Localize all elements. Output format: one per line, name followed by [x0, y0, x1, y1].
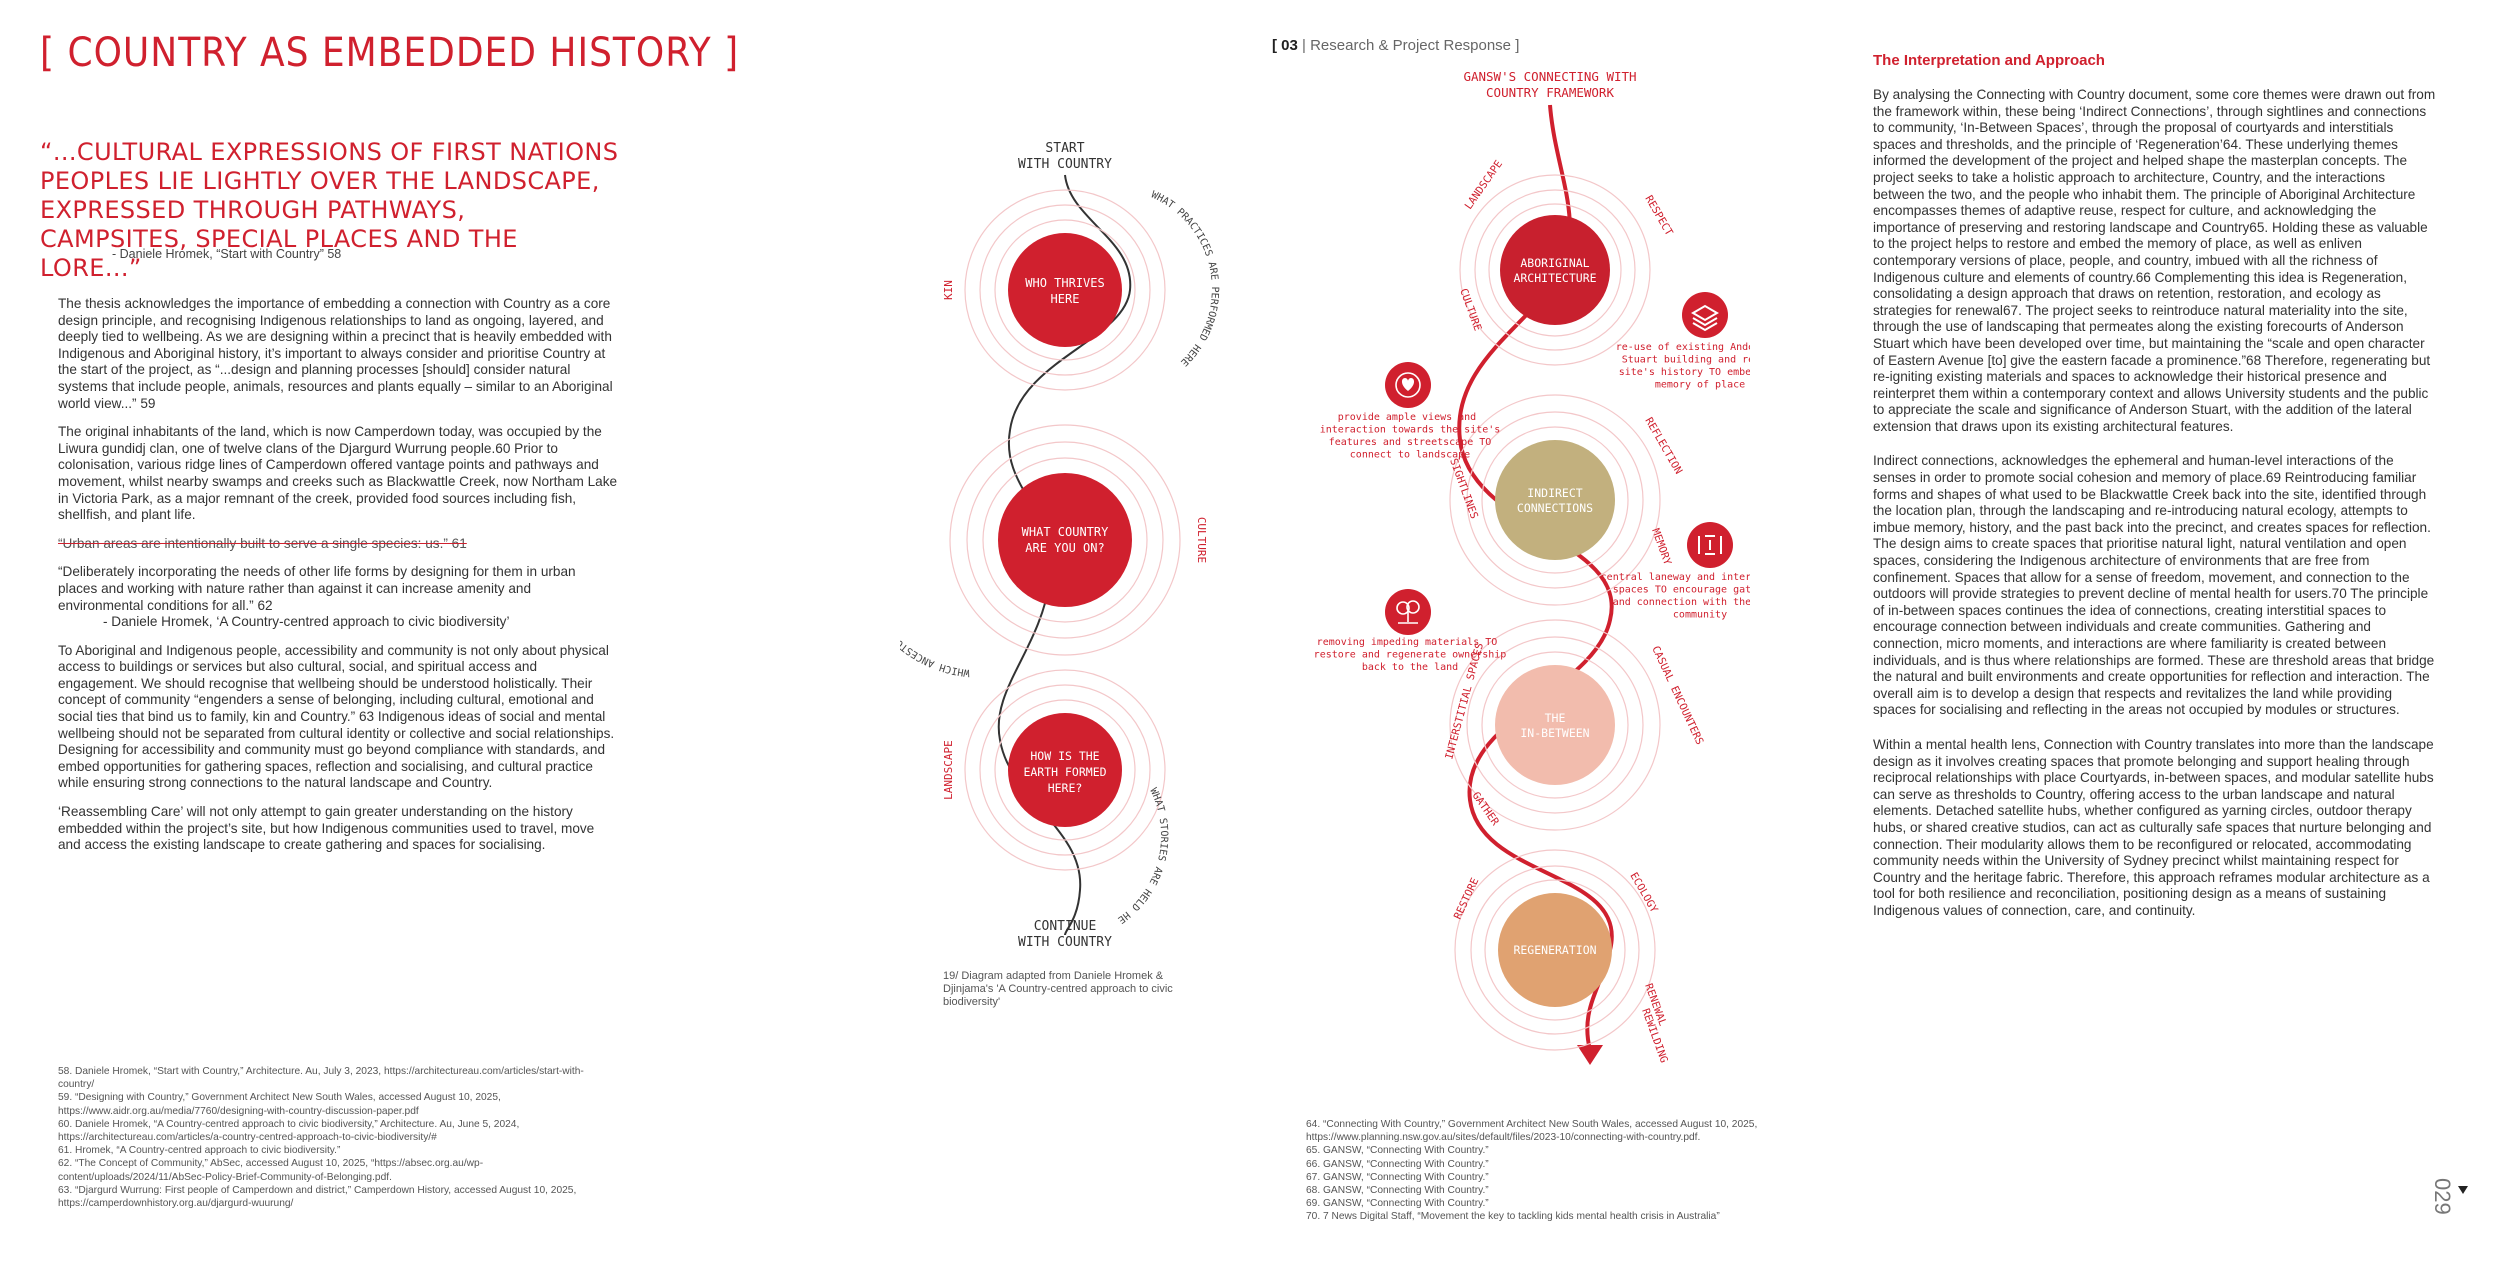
paragraph: The thesis acknowledges the importance o…: [58, 296, 613, 411]
footnote: 62. “The Concept of Community,” AbSec, a…: [58, 1158, 484, 1183]
footnotes-left: 58. Daniele Hromek, “Start with Country,…: [58, 1065, 613, 1210]
footnote: 67. GANSW, “Connecting With Country.”: [1306, 1171, 1489, 1183]
footnote: 66. GANSW, “Connecting With Country.”: [1306, 1158, 1489, 1170]
paragraph: To Aboriginal and Indigenous people, acc…: [58, 642, 615, 791]
circle-label: REGENERATION: [1513, 943, 1596, 957]
theme-label: CASUAL ENCOUNTERS: [1649, 644, 1705, 746]
circle-indirect-connections: INDIRECT CONNECTIONS: [1449, 394, 1661, 606]
circle-what-country: WHAT COUNTRY ARE YOU ON?: [949, 424, 1181, 656]
footnote: 64. “Connecting With Country,” Governmen…: [1306, 1119, 1758, 1144]
start-label: WITH COUNTRY: [1018, 157, 1112, 172]
circle-label: EARTH FORMED: [1023, 765, 1106, 779]
circle-in-between: THE IN-BETWEEN: [1449, 619, 1661, 831]
quote-attribution: - Daniele Hromek, “Start with Country” 5…: [112, 247, 342, 261]
footnote: 58. Daniele Hromek, “Start with Country,…: [58, 1066, 584, 1091]
footnote: 60. Daniele Hromek, “A Country-centred a…: [58, 1118, 520, 1144]
circle-label: WHO THRIVES: [1025, 276, 1104, 290]
layers-icon: [1682, 292, 1728, 338]
gansw-framework-diagram: GANSW'S CONNECTING WITH COUNTRY FRAMEWOR…: [1314, 69, 1750, 1065]
section-title: | Research & Project Response ]: [1302, 37, 1520, 54]
theme-label: REFLECTION: [1642, 416, 1684, 477]
kin-label: KIN: [942, 280, 955, 300]
page-title: [ COUNTRY AS EMBEDDED HISTORY ]: [40, 30, 740, 76]
feature-quote: “...CULTURAL EXPRESSIONS OF FIRST NATION…: [40, 138, 619, 282]
circle-aboriginal-architecture: ABORIGINAL ARCHITECTURE: [1459, 174, 1651, 366]
right-body: By analysing the Connecting with Country…: [1873, 87, 2438, 932]
footnote: 63. “Djargurd Wurrung: First people of C…: [58, 1184, 577, 1210]
paragraph: ‘Reassembling Care’ will not only attemp…: [58, 804, 595, 853]
circle-label: CONNECTIONS: [1517, 501, 1593, 515]
circle-label: THE: [1545, 711, 1566, 725]
theme-label: ECOLOGY: [1627, 871, 1660, 916]
theme-label: RESTORE: [1452, 876, 1482, 921]
circle-label: HERE: [1051, 292, 1080, 306]
footnote: 65. GANSW, “Connecting With Country.”: [1306, 1145, 1489, 1157]
theme-label: SIGHTLINES: [1447, 457, 1480, 521]
path-arrowhead: [1577, 1045, 1603, 1065]
circle-label: ARE YOU ON?: [1025, 541, 1104, 555]
circle-label: WHAT COUNTRY: [1022, 525, 1109, 539]
culture-label: CULTURE: [1195, 517, 1208, 563]
section-header: [ 03 | Research & Project Response ]: [1272, 37, 1519, 54]
heart-icon: [1385, 362, 1431, 408]
tree-icon: [1385, 589, 1431, 635]
laneway-icon: [1687, 522, 1733, 568]
theme-label: RESPECT: [1642, 194, 1675, 239]
footnote: 69. GANSW, “Connecting With Country.”: [1306, 1198, 1489, 1210]
circle-regeneration: REGENERATION: [1454, 849, 1656, 1051]
struck-quote: “Urban areas are intentionally built to …: [58, 535, 467, 551]
framework-title: GANSW'S CONNECTING WITH: [1463, 69, 1636, 84]
paragraph: The original inhabitants of the land, wh…: [58, 424, 618, 523]
diagram-caption: 19/ Diagram adapted from Daniele Hromek …: [943, 970, 1173, 1008]
footnote: 61. Hromek, “A Country-centred approach …: [58, 1145, 341, 1157]
ancestors-label: WHICH ANCESTORS WALK THROUGH HERE: [900, 529, 970, 678]
circle-who-thrives: WHO THRIVES HERE: [964, 189, 1166, 391]
footnote: 70. 7 News Digital Staff, “Movement the …: [1306, 1211, 1720, 1223]
note-text: central laneway and interstitial spaces …: [1601, 572, 1750, 621]
start-with-country-diagram: START WITH COUNTRY WHO THRIVES HERE KIN …: [900, 130, 1220, 950]
theme-label: GATHER: [1470, 790, 1502, 829]
circle-label: HOW IS THE: [1030, 749, 1099, 763]
circle-label: ARCHITECTURE: [1513, 271, 1596, 285]
section-number: 03: [1281, 37, 1298, 54]
circle-label: ABORIGINAL: [1520, 256, 1589, 270]
paragraph: By analysing the Connecting with Country…: [1873, 87, 2436, 434]
practices-label: WHAT PRACTICES ARE PERFORMED HERE: [1149, 189, 1220, 367]
theme-label: CULTURE: [1457, 287, 1483, 333]
landscape-label: LANDSCAPE: [942, 740, 955, 800]
circle-label: HERE?: [1048, 781, 1083, 795]
footnote: 59. “Designing with Country,” Government…: [58, 1092, 501, 1117]
section-heading: The Interpretation and Approach: [1873, 52, 2105, 69]
paragraph: Within a mental health lens, Connection …: [1873, 736, 2434, 918]
framework-title: COUNTRY FRAMEWORK: [1486, 85, 1614, 100]
note-text: provide ample views and interaction towa…: [1320, 412, 1501, 461]
quote-paragraph-attribution: - Daniele Hromek, ‘A Country-centred app…: [103, 614, 510, 630]
start-label: START: [1045, 141, 1084, 156]
theme-label: LANDSCAPE: [1463, 158, 1505, 211]
footnotes-middle: 64. “Connecting With Country,” Governmen…: [1306, 1118, 1806, 1224]
paragraph: Indirect connections, acknowledges the e…: [1873, 453, 2435, 718]
continue-label: WITH COUNTRY: [1018, 935, 1112, 950]
footnote: 68. GANSW, “Connecting With Country.”: [1306, 1185, 1489, 1197]
section-open: [: [1272, 37, 1277, 54]
note-text: re-use of existing Anderson Stuart build…: [1616, 342, 1750, 391]
left-body: The thesis acknowledges the importance o…: [58, 296, 618, 866]
note-text: removing impeding materials TO restore a…: [1314, 637, 1507, 673]
theme-label: MEMORY: [1649, 527, 1673, 567]
quote-paragraph: “Deliberately incorporating the needs of…: [58, 564, 576, 613]
continue-label: CONTINUE: [1034, 919, 1097, 934]
circle-label: INDIRECT: [1527, 486, 1582, 500]
circle-label: IN-BETWEEN: [1520, 726, 1589, 740]
page-marker-icon: [2458, 1186, 2468, 1194]
page-number: 029: [2430, 1178, 2455, 1215]
circle-earth-formed: HOW IS THE EARTH FORMED HERE?: [964, 669, 1166, 871]
